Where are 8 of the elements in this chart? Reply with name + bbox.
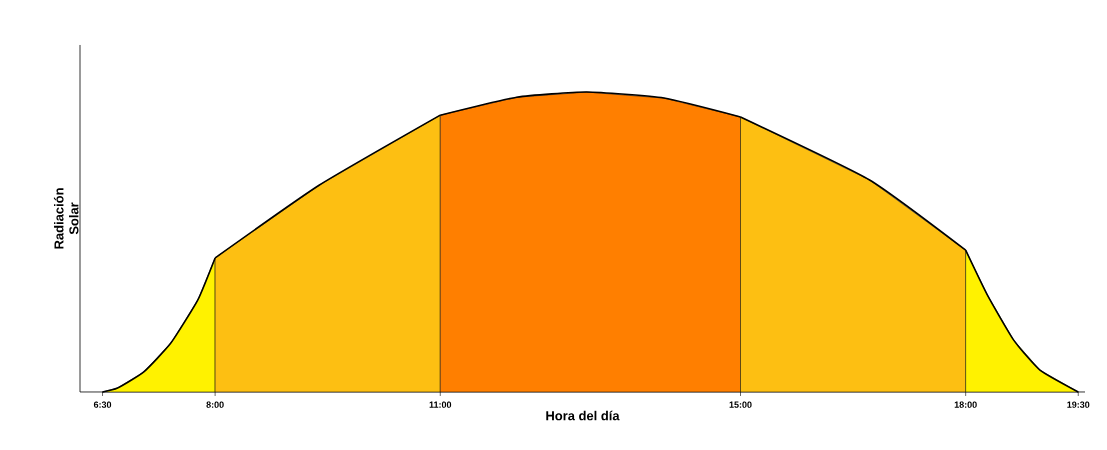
x-tick-label: 15:00 [729,401,752,408]
x-axis-title: Hora del día [546,410,620,421]
x-tick-label: 11:00 [429,401,452,408]
y-axis-title: Radiación Solar [53,188,79,249]
x-tick-label: 8:00 [206,401,224,408]
x-tick-label: 19:30 [1067,401,1090,408]
x-tick-label: 6:30 [93,401,112,408]
x-tick-label: 18:00 [954,401,977,408]
